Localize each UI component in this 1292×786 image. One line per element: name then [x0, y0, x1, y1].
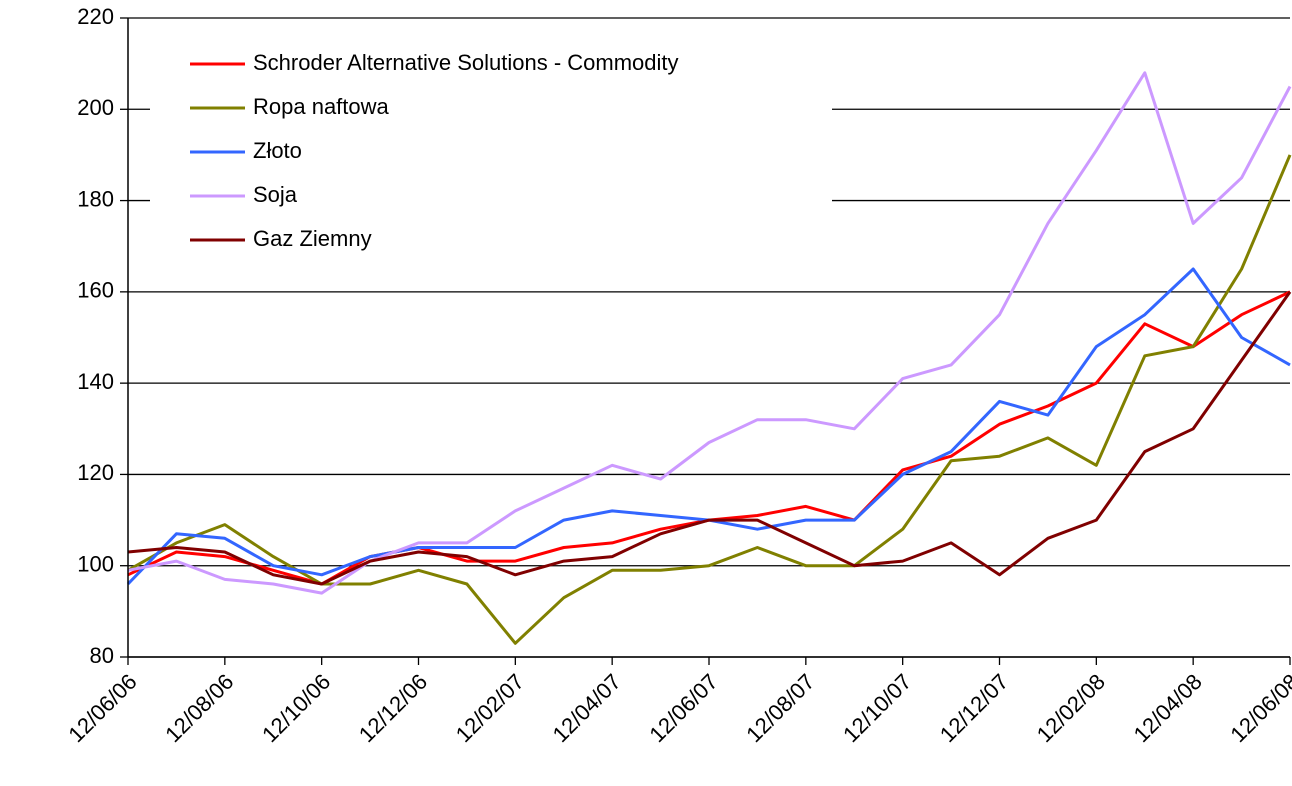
y-tick-label: 140 — [77, 369, 114, 394]
y-tick-label: 120 — [77, 460, 114, 485]
series-line — [127, 291, 1292, 586]
x-tick-label: 12/08/07 — [741, 669, 819, 747]
y-tick-label: 200 — [77, 95, 114, 120]
x-tick-label: 12/04/08 — [1129, 669, 1207, 747]
series-line — [127, 290, 1291, 586]
y-tick-label: 180 — [77, 186, 114, 211]
legend-label: Soja — [253, 182, 298, 207]
x-tick-label: 12/10/06 — [257, 669, 335, 747]
x-tick-label: 12/04/07 — [548, 669, 626, 747]
y-tick-label: 160 — [77, 278, 114, 303]
series-line — [127, 71, 1292, 595]
y-tick-label: 80 — [90, 643, 114, 668]
x-tick-label: 12/02/07 — [451, 669, 529, 747]
x-tick-label: 12/06/06 — [63, 669, 141, 747]
y-tick-label: 100 — [77, 552, 114, 577]
x-tick-label: 12/08/06 — [160, 669, 238, 747]
x-tick-label: 12/02/08 — [1032, 669, 1110, 747]
legend: Schroder Alternative Solutions - Commodi… — [150, 40, 832, 266]
legend-label: Ropa naftowa — [253, 94, 390, 119]
y-tick-label: 220 — [77, 4, 114, 29]
lines — [126, 71, 1292, 645]
series-line — [126, 267, 1291, 586]
legend-label: Złoto — [253, 138, 302, 163]
x-tick-label: 12/06/07 — [644, 669, 722, 747]
x-tick-label: 12/06/08 — [1225, 669, 1292, 747]
x-tick-label: 12/12/06 — [354, 669, 432, 747]
legend-label: Schroder Alternative Solutions - Commodi… — [253, 50, 679, 75]
legend-box — [150, 40, 832, 266]
x-tick-label: 12/10/07 — [838, 669, 916, 747]
legend-label: Gaz Ziemny — [253, 226, 372, 251]
x-tick-label: 12/12/07 — [935, 669, 1013, 747]
